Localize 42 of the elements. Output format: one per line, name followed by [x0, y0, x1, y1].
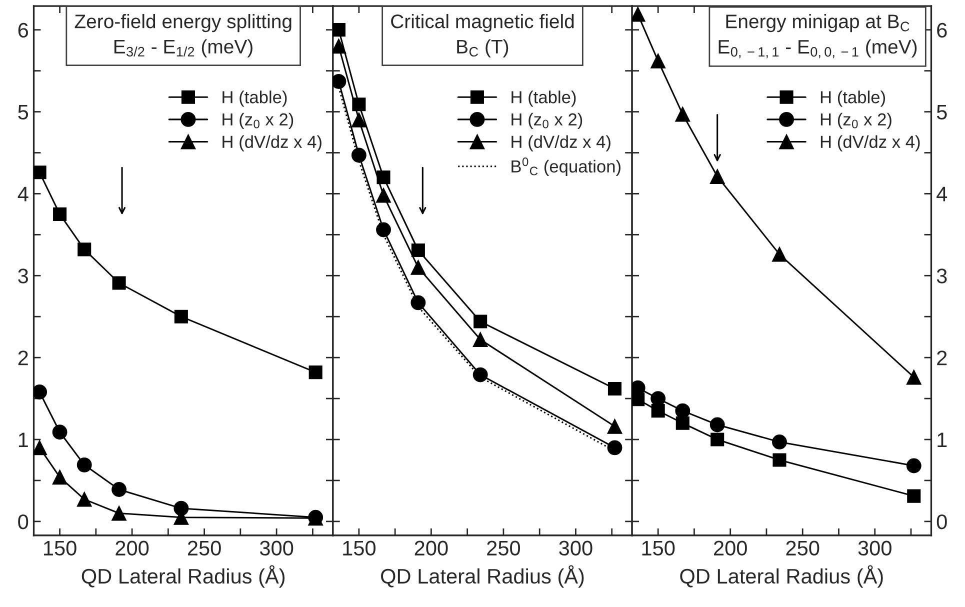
x-tick-label: 300	[858, 540, 892, 556]
y-tick-label: 5	[936, 104, 947, 120]
legend-label: H (z$_{0}$ x 2)	[512, 112, 582, 130]
legend-label: H (table)	[222, 90, 287, 107]
text: Zero-field energy splitting E$_{3/2}$ - E$_{1/2}$ (meV)	[74, 14, 292, 58]
x-tick-label: 250	[188, 540, 221, 556]
y-tick-label: 4	[936, 186, 948, 202]
y-tick-label: 0	[936, 514, 947, 530]
x-tick-label: 200	[714, 540, 747, 556]
y-tick-label: 0	[18, 514, 28, 530]
x-axis-title: QD Lateral Radius (Å)	[381, 565, 584, 588]
legend-label: H (z$_{0}$ x 2)	[820, 112, 892, 130]
legend-label: H (table)	[512, 90, 576, 107]
legend-label: H (dV/dz x 4)	[820, 135, 920, 152]
x-tick-label: 300	[559, 540, 592, 556]
y-tick-label: 5	[18, 104, 28, 120]
y-tick-label: 1	[18, 432, 28, 448]
x-axis-title: QD Lateral Radius (Å)	[82, 565, 285, 588]
y-tick-label: 3	[18, 268, 28, 284]
x-axis-title: QD Lateral Radius (Å)	[680, 565, 883, 588]
x-tick-label: 200	[414, 540, 448, 556]
x-tick-label: 250	[786, 540, 820, 556]
y-tick-label: 6	[18, 22, 28, 38]
chart-title: Energy minigap at B$_{C}$ E$_{0,−1,1}$ - E$_{0,0,−1}$ (meV)	[718, 14, 917, 58]
text: Critical magnetic field B$_{C}$ (T)	[391, 14, 574, 58]
y-tick-label: 4	[18, 186, 28, 202]
x-tick-label: 150	[44, 540, 76, 556]
x-tick-label: 150	[642, 540, 675, 556]
legend-label: H (dV/dz x 4)	[512, 135, 610, 152]
y-tick-label: 2	[937, 350, 947, 366]
x-tick-label: 250	[487, 540, 520, 556]
legend-label: H (table)	[820, 90, 886, 107]
legend-label: H (z$_{0}$ x 2)	[222, 112, 294, 130]
y-tick-label: 2	[18, 350, 28, 366]
x-tick-label: 200	[116, 540, 149, 556]
y-tick-label: 6	[937, 22, 947, 38]
y-tick-label: 3	[936, 268, 947, 284]
x-tick-label: 150	[343, 540, 376, 556]
legend-label: H (dV/dz x 4)	[222, 135, 322, 152]
y-tick-label: 1	[938, 432, 947, 448]
legend-label: B$^{0}$$_{C}$ (equation)	[512, 158, 620, 176]
x-tick-label: 300	[260, 540, 294, 556]
